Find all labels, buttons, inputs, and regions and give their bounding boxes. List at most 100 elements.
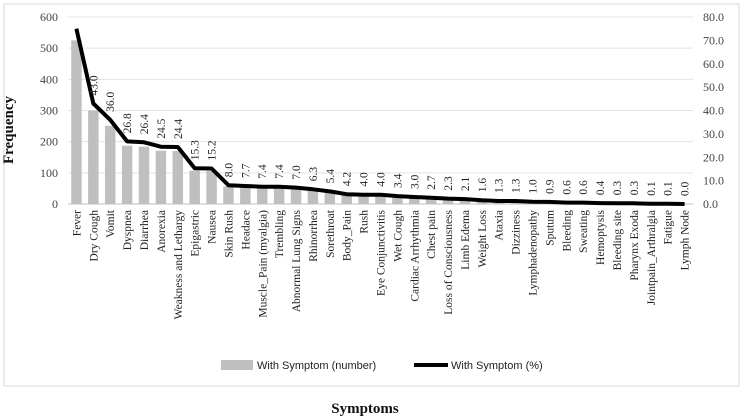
- data-label: 7.0: [291, 165, 303, 180]
- category-label: Rhinorrhea: [308, 210, 320, 262]
- category-label: Dry Cough: [88, 210, 100, 262]
- bar: [223, 186, 234, 204]
- bar-series: [71, 40, 673, 204]
- data-labels: 43.0 36.0 26.8 26.4 24.5 24.4 15.3 15.2 8.0 7.7 7.…: [88, 75, 691, 196]
- data-label: 1.0: [528, 179, 540, 194]
- category-label: Hemoptysis: [595, 209, 607, 264]
- y-tick-label: 400: [40, 72, 58, 86]
- bar: [290, 188, 302, 204]
- percent-line: [74, 28, 685, 206]
- y2-tick-label: 70.0: [703, 33, 724, 47]
- y2-tick-label: 20.0: [703, 150, 724, 164]
- category-label: Weight Loss: [477, 209, 489, 267]
- x-axis-title: Symptoms: [331, 401, 399, 417]
- category-label: Chest pain: [426, 210, 438, 259]
- y-tick-label: 300: [40, 104, 58, 118]
- data-label: 4.2: [342, 172, 354, 187]
- category-label: Rush: [359, 210, 371, 234]
- category-label: Dizziness: [511, 209, 523, 254]
- y-tick-label: 200: [40, 135, 58, 149]
- category-label: Weakness and Lethargy: [173, 210, 185, 320]
- category-label: Loss of Consciousness: [443, 209, 455, 314]
- category-label: Skin Rush: [223, 210, 235, 258]
- data-label: 0.1: [663, 181, 675, 196]
- data-label: 0.4: [595, 180, 607, 195]
- bar: [172, 151, 184, 204]
- legend-label-percent: With Symptom (%): [451, 360, 543, 372]
- data-label: 4.0: [359, 172, 371, 187]
- data-label: 6.3: [308, 167, 320, 182]
- data-label: 2.7: [426, 175, 438, 190]
- data-label: 5.4: [325, 169, 337, 184]
- category-label: Muscle_Pain (myalgia): [257, 210, 269, 318]
- bar: [206, 170, 217, 204]
- bar: [375, 195, 386, 204]
- category-label: Limb Edema: [460, 210, 472, 270]
- data-label: 8.0: [223, 163, 235, 178]
- category-label: Cardiac Arrhythmia: [409, 210, 421, 302]
- category-label: Headace: [240, 210, 252, 250]
- bar: [138, 146, 150, 204]
- y-tick-label: 500: [40, 41, 58, 55]
- category-label: Vomit: [105, 209, 117, 238]
- y-tick-label: 600: [40, 10, 58, 24]
- category-label: Sweating: [578, 210, 590, 253]
- data-label: 26.4: [139, 114, 151, 134]
- category-label: Bleeding: [561, 210, 573, 252]
- y2-tick-label: 30.0: [703, 127, 724, 141]
- data-label: 0.6: [578, 180, 590, 195]
- bar: [392, 196, 403, 204]
- data-label: 1.3: [494, 178, 506, 193]
- y-axis-ticks: 0 100 200 300 400 500 600: [40, 10, 58, 211]
- y-axis-title: Frequency: [1, 95, 17, 164]
- data-label: 7.4: [274, 164, 286, 179]
- category-labels: Fever Dry Cough Vomit Dyspnea Diarrhea Anorex…: [71, 209, 691, 319]
- category-label: Bleeding site: [612, 210, 624, 270]
- category-label: Sputum: [544, 210, 556, 246]
- data-label: 24.5: [156, 118, 168, 138]
- category-label: Ataxia: [494, 210, 506, 241]
- data-label: 15.2: [207, 140, 219, 160]
- bar: [358, 195, 369, 204]
- bar: [324, 192, 336, 204]
- data-label: 0.1: [646, 181, 658, 196]
- category-label: Fever: [71, 210, 83, 236]
- category-label: Abnormal Lung Signs: [291, 209, 303, 312]
- y2-tick-label: 40.0: [703, 104, 724, 118]
- category-label: Wet Cough: [392, 210, 404, 262]
- bar: [409, 197, 420, 204]
- y2-tick-label: 60.0: [703, 57, 724, 71]
- data-label: 24.4: [173, 119, 185, 139]
- data-label: 3.0: [409, 174, 421, 189]
- category-label: Sorethroat: [325, 209, 337, 258]
- bar: [341, 194, 352, 204]
- y2-tick-label: 80.0: [703, 10, 724, 24]
- data-label: 7.4: [257, 164, 269, 179]
- data-label: 4.0: [376, 172, 388, 187]
- y2-tick-label: 0.0: [703, 197, 718, 211]
- bar: [104, 125, 116, 204]
- y2-axis-ticks: 0.0 10.0 20.0 30.0 40.0 50.0 60.0 70.0 80.0: [703, 10, 724, 211]
- legend-label-number: With Symptom (number): [257, 360, 376, 372]
- category-label: Pharynx Exoda: [629, 210, 641, 281]
- y-tick-label: 100: [40, 166, 58, 180]
- data-label: 1.3: [511, 178, 523, 193]
- data-label: 0.6: [561, 180, 573, 195]
- data-label: 0.3: [612, 181, 624, 196]
- bar: [71, 40, 82, 204]
- legend-swatch-number: [221, 360, 253, 370]
- data-label: 0.3: [629, 181, 641, 196]
- data-label: 0.0: [680, 181, 692, 196]
- data-label: 15.3: [190, 140, 202, 160]
- bar: [240, 187, 251, 204]
- bar: [459, 199, 471, 204]
- category-label: Lymph Node: [680, 210, 692, 270]
- bar: [425, 198, 437, 204]
- bar: [155, 150, 167, 204]
- bar: [257, 187, 268, 204]
- data-label: 3.4: [392, 173, 404, 188]
- data-label: 26.8: [122, 113, 134, 133]
- line-series: [74, 28, 685, 206]
- category-label: Trembling: [274, 210, 286, 258]
